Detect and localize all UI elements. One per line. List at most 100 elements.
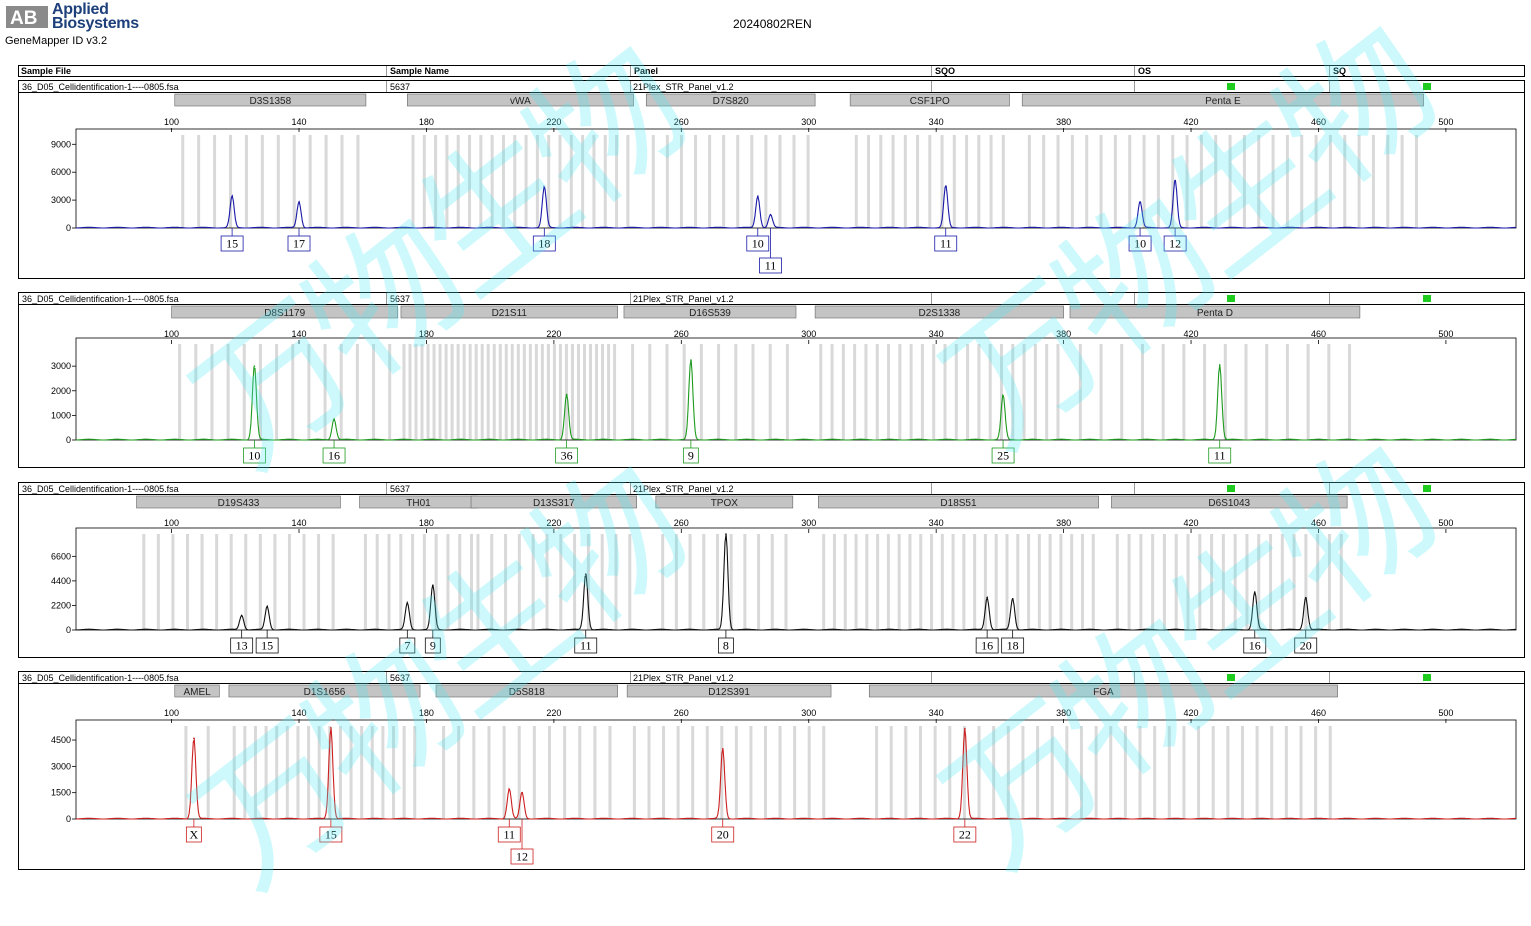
- peak-apex[interactable]: [521, 791, 523, 794]
- peak-apex[interactable]: [330, 726, 332, 729]
- allele-call-box[interactable]: [682, 447, 699, 464]
- allele-bin: [323, 344, 327, 440]
- allele-call-box[interactable]: [1294, 637, 1318, 654]
- peak-apex[interactable]: [1174, 179, 1176, 182]
- sample-row[interactable]: 36_D05_Cellidentification-1----0805.fsa …: [19, 293, 1524, 305]
- allele-call-box[interactable]: [287, 235, 311, 252]
- marker-bar[interactable]: [1021, 93, 1424, 107]
- peak-apex[interactable]: [986, 596, 988, 599]
- allele-call-label: 20: [717, 828, 729, 842]
- sample-row[interactable]: 36_D05_Cellidentification-1----0805.fsa …: [19, 81, 1524, 93]
- allele-call-box[interactable]: [230, 637, 254, 654]
- allele-bin: [1085, 135, 1089, 228]
- allele-call-box[interactable]: [1163, 235, 1187, 252]
- marker-bar[interactable]: [623, 305, 797, 319]
- allele-call-box[interactable]: [532, 235, 556, 252]
- column-header-os[interactable]: OS: [1138, 66, 1152, 76]
- marker-bar[interactable]: [655, 495, 794, 509]
- marker-bar[interactable]: [228, 684, 421, 698]
- allele-call-box[interactable]: [319, 826, 343, 843]
- peak-apex[interactable]: [725, 533, 727, 535]
- marker-bar[interactable]: [136, 495, 341, 509]
- peak-apex[interactable]: [690, 359, 692, 361]
- peak-apex[interactable]: [432, 584, 434, 587]
- peak-apex[interactable]: [240, 614, 243, 617]
- marker-bar[interactable]: [1069, 305, 1361, 319]
- allele-call-box[interactable]: [718, 637, 734, 654]
- peak-apex[interactable]: [1139, 201, 1141, 203]
- peak-apex[interactable]: [508, 788, 511, 790]
- peak-apex[interactable]: [266, 605, 268, 608]
- column-header-sq[interactable]: SQ: [1333, 66, 1347, 76]
- allele-call-box[interactable]: [934, 235, 958, 252]
- allele-call-box[interactable]: [424, 637, 441, 654]
- peak-apex[interactable]: [584, 573, 587, 575]
- peak-apex[interactable]: [769, 214, 772, 216]
- peak-apex[interactable]: [253, 365, 256, 367]
- allele-call-box[interactable]: [711, 826, 735, 843]
- sample-row[interactable]: 36_D05_Cellidentification-1----0805.fsa …: [19, 483, 1524, 495]
- peak-apex[interactable]: [1304, 596, 1307, 599]
- electropherogram-plot-black[interactable]: D19S433 TH01 D13S317 TPOX D18S51 D6S1043 100 14…: [19, 483, 1524, 657]
- marker-bar[interactable]: [1111, 495, 1348, 509]
- column-header-sqo[interactable]: SQO: [935, 66, 956, 76]
- marker-bar[interactable]: [814, 305, 1064, 319]
- allele-call-box[interactable]: [255, 637, 279, 654]
- x-tick-label: 260: [674, 518, 689, 528]
- peak-apex[interactable]: [543, 186, 546, 188]
- allele-call-box[interactable]: [185, 826, 202, 843]
- allele-call-box[interactable]: [991, 447, 1015, 464]
- marker-bar[interactable]: [435, 684, 618, 698]
- peak-apex[interactable]: [964, 727, 966, 730]
- allele-bin: [472, 726, 476, 819]
- allele-call-box[interactable]: [497, 826, 521, 843]
- peak-apex[interactable]: [333, 418, 335, 420]
- column-header-sample-file[interactable]: Sample File: [21, 66, 72, 76]
- marker-bar[interactable]: [849, 93, 1010, 107]
- marker-bar[interactable]: [645, 93, 816, 107]
- peak-apex[interactable]: [721, 748, 724, 750]
- allele-call-box[interactable]: [220, 235, 244, 252]
- peak-apex[interactable]: [944, 185, 947, 187]
- column-header-panel[interactable]: Panel: [634, 66, 659, 76]
- peak-apex[interactable]: [1253, 591, 1256, 593]
- allele-call-box[interactable]: [510, 848, 534, 865]
- allele-call-box[interactable]: [759, 257, 782, 274]
- marker-bar[interactable]: [174, 684, 220, 698]
- allele-call-box[interactable]: [1128, 235, 1152, 252]
- peak-apex[interactable]: [756, 195, 759, 198]
- allele-call-box[interactable]: [399, 637, 416, 654]
- peak-apex[interactable]: [1011, 597, 1014, 600]
- allele-call-box[interactable]: [243, 447, 266, 464]
- peak-apex[interactable]: [565, 393, 568, 396]
- marker-bar[interactable]: [868, 684, 1338, 698]
- allele-call-box[interactable]: [322, 447, 346, 464]
- y-tick-label: 6000: [51, 167, 71, 177]
- marker-bar[interactable]: [407, 93, 634, 107]
- allele-call-box[interactable]: [975, 637, 999, 654]
- marker-bar[interactable]: [626, 684, 832, 698]
- allele-call-box[interactable]: [953, 826, 977, 843]
- allele-call-box[interactable]: [574, 637, 598, 654]
- marker-bar[interactable]: [818, 495, 1099, 509]
- marker-bar[interactable]: [470, 495, 638, 509]
- marker-bar[interactable]: [171, 305, 399, 319]
- column-header-sample-name[interactable]: Sample Name: [390, 66, 450, 76]
- allele-call-box[interactable]: [746, 235, 770, 252]
- allele-call-box[interactable]: [1001, 637, 1025, 654]
- peak-apex[interactable]: [298, 201, 300, 203]
- peak-apex[interactable]: [1002, 394, 1004, 397]
- marker-bar[interactable]: [174, 93, 367, 107]
- peak-apex[interactable]: [231, 195, 233, 198]
- peak-apex[interactable]: [1218, 364, 1221, 366]
- allele-call-box[interactable]: [1208, 447, 1232, 464]
- sample-row[interactable]: 36_D05_Cellidentification-1----0805.fsa …: [19, 672, 1524, 684]
- marker-bar[interactable]: [400, 305, 618, 319]
- peak-apex[interactable]: [193, 737, 195, 740]
- allele-call-box[interactable]: [555, 447, 579, 464]
- peak-apex[interactable]: [406, 602, 409, 605]
- allele-call-box[interactable]: [1243, 637, 1267, 654]
